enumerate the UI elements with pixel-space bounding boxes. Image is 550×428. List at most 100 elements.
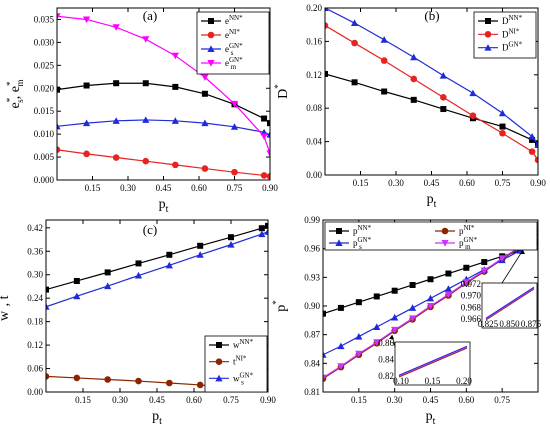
- series-2: [57, 116, 270, 138]
- inset-arrowhead: [389, 335, 394, 339]
- y-tick-label: 0.42: [27, 223, 43, 233]
- data-point: [444, 291, 453, 299]
- legend-label: tNI*: [233, 355, 247, 367]
- data-point: [426, 294, 435, 302]
- data-point: [380, 36, 388, 43]
- data-point: [172, 83, 179, 90]
- y-tick-label: 0.36: [27, 246, 43, 256]
- y-tick-label: 0.96: [304, 244, 320, 254]
- x-tick-label: 0.60: [191, 183, 207, 193]
- x-tick-label: 0.75: [227, 183, 243, 193]
- series-2: [325, 8, 538, 148]
- legend-marker: [335, 239, 343, 246]
- y-tick-label: 0.005: [34, 152, 55, 162]
- y-tick-label: 0.87: [304, 330, 320, 340]
- data-point: [325, 70, 328, 77]
- inset-x-tick-label: 0.20: [456, 376, 472, 386]
- data-point: [73, 292, 81, 300]
- data-point: [481, 259, 488, 266]
- x-tick-label: 0.90: [530, 178, 546, 188]
- series-0: [57, 80, 270, 127]
- inset-1: 0.10 0.15 0.20 0.82 0.84 0.86: [378, 334, 472, 386]
- legend-marker: [207, 31, 215, 39]
- y-tick-label: 0.16: [306, 36, 322, 46]
- series-line: [57, 82, 270, 124]
- y-tick-label: 0.04: [306, 137, 322, 147]
- data-point: [258, 225, 265, 232]
- data-point: [166, 379, 173, 387]
- x-axis-label: pt: [152, 409, 162, 427]
- y-tick-label: 0.12: [306, 70, 322, 80]
- data-point: [528, 132, 536, 140]
- data-point: [46, 286, 49, 293]
- data-point: [462, 279, 470, 286]
- series-2: [46, 228, 268, 310]
- y-tick-label: 0.99: [304, 215, 320, 225]
- data-point: [337, 363, 345, 370]
- data-point: [391, 313, 399, 321]
- legend-label: eNN*: [225, 14, 243, 26]
- x-tick-label: 0.30: [387, 395, 403, 405]
- data-point: [57, 146, 61, 154]
- y-tick-label: 0.00: [306, 170, 322, 180]
- data-point: [142, 80, 149, 87]
- legend-label: pNN*: [353, 224, 372, 236]
- data-point: [426, 303, 435, 310]
- data-point: [410, 75, 418, 83]
- data-point: [444, 285, 453, 292]
- data-point: [264, 228, 268, 235]
- data-point: [350, 19, 359, 27]
- data-point: [391, 287, 398, 294]
- legend: wNN* tNI* wGN* s: [204, 335, 268, 393]
- inset-x-tick-label: 0.850: [499, 319, 520, 329]
- data-point: [351, 79, 358, 86]
- data-point: [260, 133, 268, 141]
- legend-marker: [484, 44, 492, 51]
- x-axis-label: pt: [427, 192, 437, 210]
- y-tick-label: 0.90: [304, 301, 320, 311]
- inset-y-tick-label: 0.968: [461, 302, 482, 312]
- data-point: [355, 299, 362, 306]
- x-tick-label: 0.30: [112, 395, 128, 405]
- data-point: [355, 350, 363, 358]
- data-point: [112, 154, 120, 161]
- inset-x-tick-label: 0.10: [393, 376, 409, 386]
- y-tick-label: 0.20: [306, 3, 322, 13]
- data-point: [258, 230, 266, 238]
- inset-y-tick-label: 0.966: [461, 314, 482, 324]
- data-point: [113, 80, 120, 87]
- data-point: [373, 339, 381, 346]
- data-point: [528, 148, 536, 155]
- legend-label: eGN* s: [225, 42, 243, 57]
- plot-frame: [322, 219, 539, 393]
- y-tick-label: 0.015: [34, 106, 55, 116]
- data-point: [231, 168, 238, 176]
- inset-y-tick-label: 0.86: [378, 338, 394, 348]
- legend-label: DNI*: [502, 27, 520, 39]
- legend-marker: [485, 18, 491, 24]
- inset-x-tick-label: 0.825: [478, 319, 499, 329]
- data-point: [439, 72, 447, 79]
- x-tick-label: 0.90: [262, 183, 278, 193]
- data-point: [373, 323, 381, 331]
- data-point: [82, 16, 91, 24]
- legend-label: pGN* s: [353, 236, 372, 251]
- data-point: [46, 303, 50, 310]
- x-tick-label: 0.15: [85, 183, 101, 193]
- y-tick-label: 0.81: [304, 387, 320, 397]
- legend-label: eNI*: [225, 28, 240, 40]
- data-point: [325, 8, 329, 11]
- data-point: [440, 106, 447, 113]
- x-tick-label: 0.45: [156, 183, 172, 193]
- inset-line: [485, 286, 535, 319]
- data-point: [498, 255, 506, 262]
- legend-marker: [207, 60, 215, 67]
- data-point: [529, 136, 536, 143]
- data-point: [165, 261, 173, 269]
- x-tick-label: 0.90: [260, 395, 276, 405]
- inset-arrow: [501, 249, 524, 284]
- inset-arrowhead: [520, 250, 525, 254]
